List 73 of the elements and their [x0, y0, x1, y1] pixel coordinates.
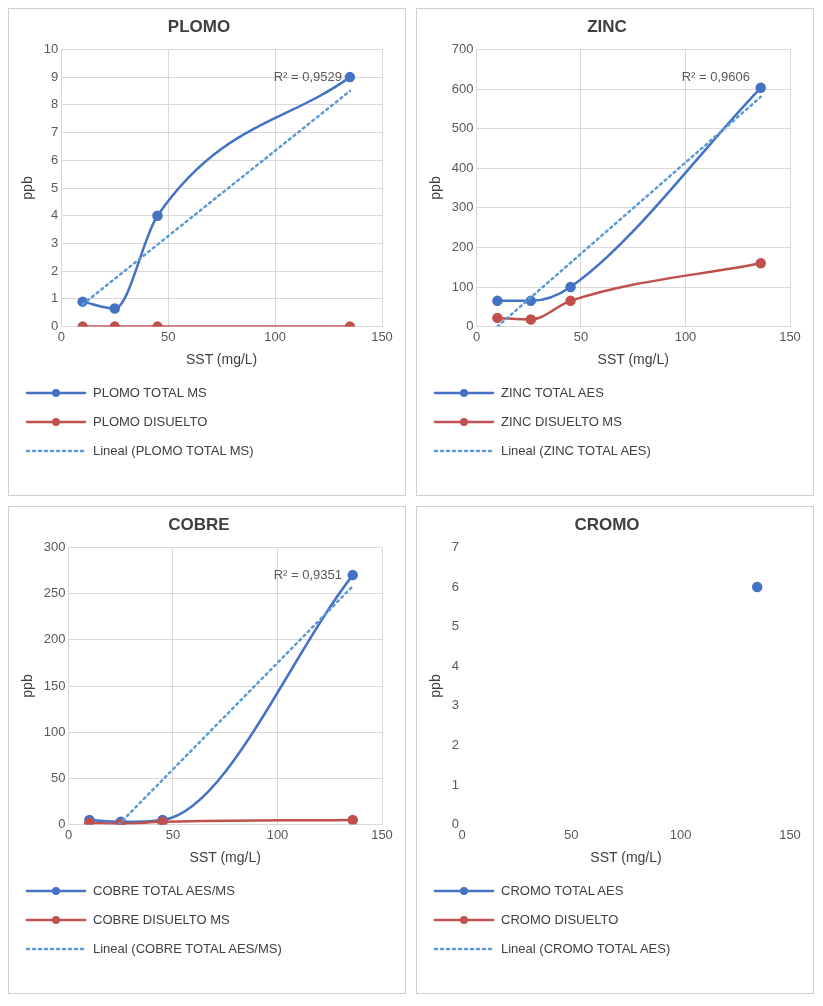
y-tick-label: 10: [43, 40, 59, 56]
annotation: R² = 0,9351: [273, 567, 342, 583]
y-tick-label: 5: [51, 179, 59, 195]
y-tick-label: 100: [451, 278, 474, 294]
y-tick-label: 250: [43, 585, 66, 601]
y-tick-label: 3: [451, 697, 460, 713]
y-tick-label: 1: [451, 776, 460, 792]
y-axis-title: ppb: [19, 674, 36, 698]
chart-title: ZINC: [587, 16, 627, 36]
chart-title: PLOMO: [167, 16, 231, 36]
x-axis-title: SST (mg/L): [189, 849, 261, 866]
y-tick-label: 0: [451, 816, 460, 832]
y-tick-label: 0: [58, 816, 66, 832]
x-axis-title: SST (mg/L): [590, 849, 662, 866]
legend-label: CROMO TOTAL AES: [501, 883, 624, 898]
x-tick-label: 100: [674, 328, 697, 344]
legend-label: Lineal (PLOMO TOTAL MS): [93, 443, 254, 458]
x-tick-label: 150: [371, 328, 393, 344]
x-tick-label: 150: [779, 826, 801, 842]
y-tick-label: 100: [43, 723, 66, 739]
x-tick-label: 100: [266, 826, 289, 842]
y-tick-label: 7: [451, 538, 460, 554]
legend-label: Lineal (ZINC TOTAL AES): [501, 443, 651, 458]
x-tick-label: 50: [564, 826, 579, 842]
y-axis-title: ppb: [427, 674, 444, 698]
x-tick-label: 150: [371, 826, 393, 842]
legend-label: PLOMO TOTAL MS: [93, 385, 207, 400]
y-tick-label: 300: [43, 538, 66, 554]
legend-label: PLOMO DISUELTO: [93, 414, 208, 429]
y-tick-label: 200: [43, 631, 66, 647]
x-axis-title: SST (mg/L): [597, 351, 669, 368]
legend-label: CROMO DISUELTO: [501, 912, 619, 927]
legend-label: ZINC TOTAL AES: [501, 385, 604, 400]
y-tick-label: 300: [451, 199, 474, 215]
y-tick-label: 6: [451, 578, 460, 594]
y-tick-label: 8: [51, 96, 59, 112]
y-tick-label: 2: [51, 262, 59, 278]
annotation: R² = 0,9529: [273, 69, 342, 85]
x-tick-label: 100: [669, 826, 692, 842]
y-tick-label: 400: [451, 159, 474, 175]
y-tick-label: 50: [51, 769, 66, 785]
y-tick-label: 0: [51, 318, 59, 334]
legend-label: Lineal (CROMO TOTAL AES): [501, 941, 671, 956]
legend-label: Lineal (COBRE TOTAL AES/MS): [93, 941, 282, 956]
x-axis-title: SST (mg/L): [185, 351, 258, 368]
legend-label: ZINC DISUELTO MS: [501, 414, 622, 429]
chart-title: COBRE: [168, 514, 230, 534]
x-tick-label: 50: [573, 328, 589, 344]
x-tick-label: 50: [165, 826, 181, 842]
legend-label: COBRE DISUELTO MS: [93, 912, 230, 927]
y-tick-label: 200: [451, 238, 474, 254]
y-tick-label: 5: [451, 618, 460, 634]
y-tick-label: 2: [451, 736, 460, 752]
x-tick-label: 150: [779, 328, 801, 344]
y-axis-title: ppb: [427, 176, 444, 200]
y-tick-label: 150: [43, 677, 66, 693]
y-tick-label: 700: [451, 40, 474, 56]
x-tick-label: 100: [264, 328, 286, 344]
annotation: R² = 0,9606: [681, 69, 750, 85]
y-axis-title: ppb: [19, 176, 36, 200]
y-tick-label: 600: [451, 80, 474, 96]
y-tick-label: 500: [451, 120, 474, 136]
y-tick-label: 3: [51, 235, 59, 251]
y-tick-label: 0: [466, 318, 474, 334]
y-tick-label: 1: [51, 290, 59, 306]
y-tick-label: 4: [451, 657, 460, 673]
y-tick-label: 4: [51, 207, 59, 223]
chart-title: CROMO: [574, 514, 640, 534]
y-tick-label: 6: [51, 151, 59, 167]
legend-label: COBRE TOTAL AES/MS: [93, 883, 235, 898]
y-tick-label: 7: [51, 124, 59, 140]
y-tick-label: 9: [51, 68, 59, 84]
x-tick-label: 50: [160, 328, 176, 344]
